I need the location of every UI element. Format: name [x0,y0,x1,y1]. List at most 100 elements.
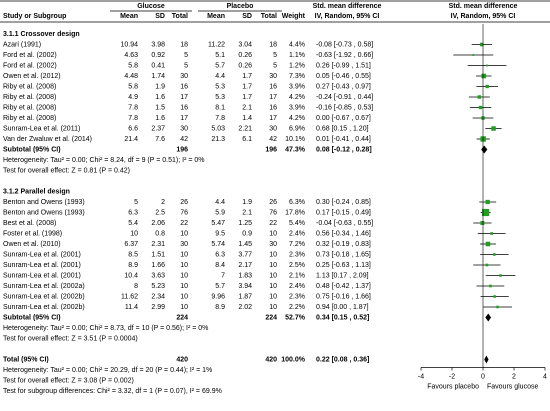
study-square [482,208,490,217]
placebo-cell: 10 [269,272,277,279]
placebo-cell: 9.96 [211,293,225,300]
ci-label: 0.32 [-0.19 , 0.83] [316,241,371,248]
glucose-cell: 4.9 [128,94,138,101]
glucose-cell: 1.9 [155,83,165,90]
placebo-cell: 0.26 [238,62,252,69]
study-name: Foster et al. (1998) [3,230,62,237]
glucose-cell: 7.8 [128,115,138,122]
ci-label: 0.94 [0.00 , 1.87] [316,304,369,311]
weight: 6.3% [289,199,305,206]
column-header: Total [172,13,188,20]
placebo-cell: 16 [269,83,277,90]
glucose-cell: 2.06 [151,220,165,227]
placebo-cell: 5 [273,62,277,69]
glucose-cell: 2 [161,199,165,206]
glucose-cell: 10 [180,272,188,279]
glucose-cell: 2.99 [151,304,165,311]
study-square [485,84,489,89]
heterogeneity: Heterogeneity: Tau² = 0.00; Chi² = 8.24,… [3,157,205,164]
x-tick-label: -4 [418,373,424,380]
ci-label: -0.08 [-0.73 , 0.58] [316,41,373,48]
summary-ci: 0.22 [0.08 , 0.36] [316,356,369,363]
placebo-cell: 5.7 [215,283,225,290]
study-name: Sunram-Lea et al. (2001) [3,272,81,279]
study-square [480,221,485,225]
glucose-cell: 5.8 [128,83,138,90]
weight: 2.4% [289,230,305,237]
study-name: Sunram-Lea et al. (2001) [3,262,81,269]
placebo-cell: 8.4 [215,262,225,269]
glucose-cell: 5 [184,62,188,69]
ci-label: 0.68 [0.15 , 1.20] [316,125,369,132]
glucose-cell: 5.8 [128,62,138,69]
overall-effect: Test for overall effect: Z = 3.08 (P = 0… [3,377,134,384]
column-header: Mean [120,13,138,20]
study-name: Best et al. (2008) [3,220,56,227]
study-square [485,241,491,247]
study-name: Ford et al. (2002) [3,62,57,69]
placebo-cell: 1.83 [238,272,252,279]
summary-total: 420 [176,356,188,363]
placebo-cell: 2.17 [238,262,252,269]
column-header: IV, Random, 95% CI [451,13,516,20]
ci-label: -0.16 [-0.85 , 0.53] [316,104,373,111]
placebo-cell: 8.1 [215,104,225,111]
glucose-cell: 11.4 [125,304,138,311]
glucose-cell: 10 [180,293,188,300]
study-name: Owen et al. (2012) [3,73,61,80]
placebo-cell: 1.45 [238,241,252,248]
placebo-cell: 1.25 [238,220,252,227]
ci-label: 0.75 [-0.16 , 1.66] [316,293,371,300]
study-square [491,126,496,131]
study-name: Sunram-Lea et al. (2002b) [3,304,85,311]
placebo-cell: 5.9 [215,209,225,216]
glucose-cell: 1.6 [155,115,165,122]
placebo-cell: 1.87 [238,293,252,300]
study-name: Sunram-Lea et al. (2011) [3,125,80,132]
placebo-cell: 1.7 [242,83,252,90]
glucose-cell: 26 [180,199,188,206]
placebo-cell: 21.3 [211,136,225,143]
weight: 4.2% [289,94,305,101]
header-group: Placebo [227,3,254,10]
subgroup-title: 3.1.2 Parallel design [3,188,70,195]
header-group: Glucose [137,3,165,10]
glucose-cell: 3.63 [151,272,165,279]
column-header: IV, Random, 95% CI [315,13,380,20]
ci-label: 1.13 [0.17 , 2.09] [316,272,369,279]
glucose-cell: 17 [180,115,188,122]
study-square [490,232,493,235]
placebo-cell: 18 [269,41,277,48]
study-square [481,73,487,79]
summary-total: 196 [176,146,188,153]
glucose-cell: 0.41 [151,62,165,69]
placebo-cell: 0.9 [242,230,252,237]
study-name: Azari (1991) [3,41,41,48]
header-effect: Std. mean difference [313,3,382,10]
weight: 3.9% [289,83,305,90]
placebo-cell: 0.26 [238,52,252,59]
favours-right: Favours glucose [487,383,538,390]
summary-ci: 0.08 [-0.12 , 0.28] [316,146,372,153]
x-tick-label: 2 [512,373,516,380]
weight: 7.2% [289,241,305,248]
ci-label: -0.63 [-1.92 , 0.66] [316,52,373,59]
study-name: Owen et al. (2010) [3,241,61,248]
weight: 4.2% [289,115,305,122]
placebo-cell: 1.9 [242,199,252,206]
placebo-cell: 9.5 [215,230,225,237]
glucose-cell: 2.31 [151,241,165,248]
ci-label: -0.24 [-0.91 , 0.44] [316,94,373,101]
glucose-cell: 22 [180,220,188,227]
placebo-cell: 5.03 [211,125,225,132]
placebo-cell: 5 [273,52,277,59]
summary-label: Total (95% CI) [3,356,49,363]
placebo-cell: 8.9 [215,304,225,311]
heterogeneity: Heterogeneity: Tau² = 0.00; Chi² = 8.73,… [3,325,208,332]
placebo-cell: 30 [269,125,277,132]
summary-diamond [481,145,488,154]
placebo-cell: 5.7 [215,62,225,69]
weight: 6.9% [289,125,305,132]
placebo-cell: 17 [269,115,277,122]
placebo-cell: 16 [269,104,277,111]
